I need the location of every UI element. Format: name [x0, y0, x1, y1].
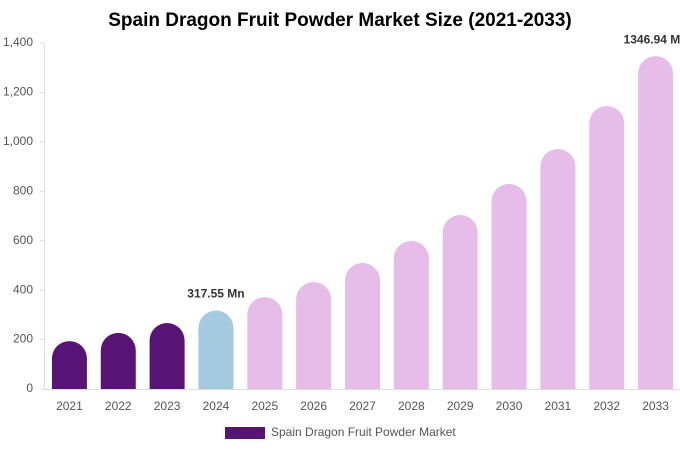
y-tick-label: 1,000 [3, 134, 33, 148]
y-tick-label: 600 [13, 233, 33, 247]
x-tick-label: 2025 [251, 399, 278, 413]
y-tick-label: 200 [13, 332, 33, 346]
bar [198, 310, 234, 389]
y-tick-label: 400 [13, 282, 33, 296]
bar [442, 215, 478, 389]
bar [638, 56, 674, 389]
y-tick-label: 1,200 [3, 85, 33, 99]
legend-swatch [225, 427, 265, 439]
x-tick-label: 2024 [203, 399, 230, 413]
x-tick-label: 2032 [593, 399, 620, 413]
x-tick-label: 2027 [349, 399, 376, 413]
x-tick-label: 2026 [300, 399, 327, 413]
bar [393, 240, 429, 389]
legend-label: Spain Dragon Fruit Powder Market [271, 425, 456, 439]
y-tick-label: 1,400 [3, 35, 33, 49]
x-tick-label: 2023 [154, 399, 181, 413]
x-tick-label: 2031 [545, 399, 572, 413]
bar [491, 183, 527, 389]
bar [345, 262, 380, 389]
x-tick-label: 2021 [56, 399, 83, 413]
y-tick-label: 0 [26, 381, 33, 395]
x-tick-label: 2022 [105, 399, 132, 413]
y-tick-label: 800 [13, 183, 33, 197]
bar [589, 106, 625, 390]
data-label: 1346.94 Mn [624, 32, 680, 46]
bar [100, 332, 136, 389]
bar [149, 323, 185, 389]
data-label: 317.55 Mn [187, 287, 244, 301]
chart-title: Spain Dragon Fruit Powder Market Size (2… [108, 10, 572, 31]
bar [540, 149, 576, 389]
x-tick-label: 2033 [642, 399, 669, 413]
bar [247, 297, 283, 389]
bar [51, 341, 87, 389]
bar [296, 281, 332, 389]
x-tick-label: 2030 [496, 399, 523, 413]
x-tick-label: 2029 [447, 399, 474, 413]
x-tick-label: 2028 [398, 399, 425, 413]
